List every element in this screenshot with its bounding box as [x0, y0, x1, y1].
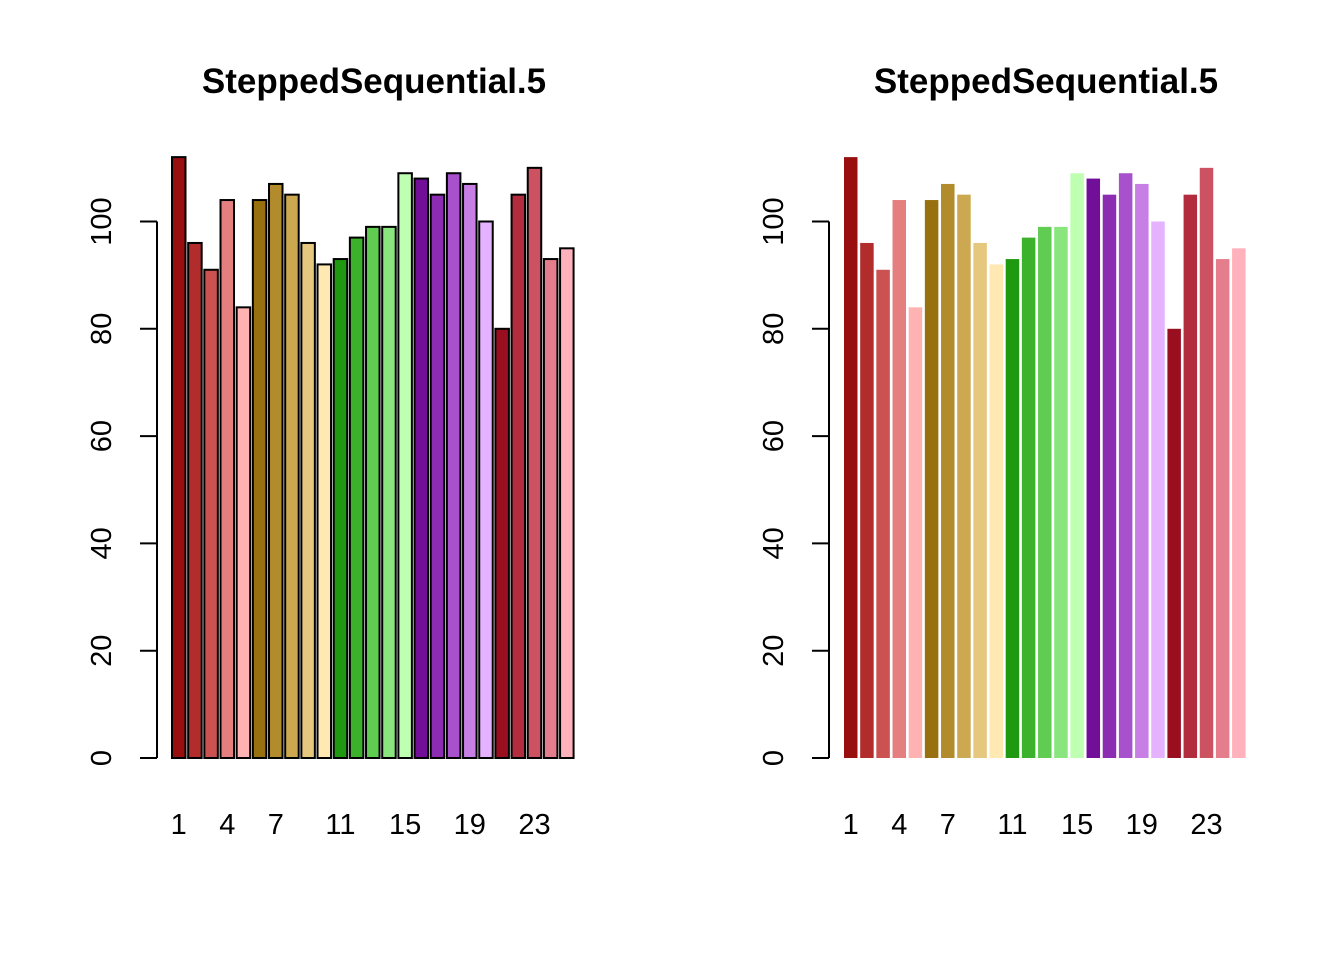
x-tick-label-right-15: 15 [1061, 809, 1093, 841]
x-tick-labels-right: 1 4 7 11 15 19 23 [843, 809, 1223, 841]
y-tick-label-right-100: 100 [758, 197, 790, 245]
bar-left-13 [365, 225, 381, 759]
bar-left-8 [284, 193, 300, 760]
bar-left-9 [300, 241, 316, 759]
bar-right-10 [989, 264, 1004, 758]
bar-left-4 [219, 199, 236, 760]
bar-left-16 [413, 177, 430, 759]
y-tick-label-left-40: 40 [86, 527, 118, 559]
bar-right-5 [908, 307, 923, 758]
y-axis-left: 0 20 40 60 80 100 [86, 197, 158, 766]
x-tick-label-left-1: 1 [171, 809, 187, 841]
bar-right-1 [844, 157, 858, 758]
bar-right-6 [924, 200, 939, 759]
bar-left-17 [429, 193, 446, 760]
bar-left-12 [348, 236, 365, 760]
bar-left-21 [494, 327, 510, 759]
bar-left-1 [171, 156, 187, 759]
bar-right-25 [1232, 248, 1246, 758]
y-tick-label-right-60: 60 [758, 420, 790, 452]
x-tick-label-left-19: 19 [454, 809, 486, 841]
bar-left-6 [251, 199, 268, 760]
bar-right-7 [941, 183, 955, 758]
y-tick-label-right-0: 0 [758, 750, 790, 766]
x-tick-label-right-1: 1 [843, 809, 859, 841]
y-tick-label-right-80: 80 [758, 313, 790, 345]
x-tick-label-left-4: 4 [219, 809, 235, 841]
bar-right-17 [1102, 194, 1117, 759]
bar-right-20 [1151, 221, 1165, 758]
bar-left-14 [381, 225, 397, 759]
bar-left-7 [268, 182, 284, 759]
bar-right-23 [1199, 167, 1214, 759]
bar-left-19 [462, 182, 478, 759]
y-tick-label-left-0: 0 [86, 750, 118, 766]
x-tick-label-right-23: 23 [1190, 809, 1222, 841]
x-tick-labels-left: 1 4 7 11 15 19 23 [171, 809, 551, 841]
bar-left-5 [235, 306, 252, 759]
bar-group-right [844, 157, 1246, 759]
y-tick-label-left-80: 80 [86, 313, 118, 345]
bar-right-21 [1167, 328, 1181, 758]
bar-right-14 [1054, 226, 1068, 758]
x-tick-label-left-23: 23 [518, 809, 550, 841]
chart-title-right: SteppedSequential.5 [874, 62, 1218, 101]
bar-left-3 [203, 268, 219, 759]
bar-left-20 [478, 220, 494, 759]
bar-right-18 [1118, 173, 1133, 759]
x-tick-label-right-7: 7 [940, 809, 956, 841]
bar-right-13 [1038, 226, 1052, 758]
bar-left-15 [397, 172, 413, 760]
y-tick-label-left-100: 100 [86, 197, 118, 245]
y-tick-label-left-60: 60 [86, 420, 118, 452]
x-tick-label-left-7: 7 [268, 809, 284, 841]
bar-right-4 [892, 200, 907, 759]
y-tick-label-right-40: 40 [758, 527, 790, 559]
x-tick-label-left-15: 15 [389, 809, 421, 841]
bar-right-12 [1021, 237, 1036, 759]
x-tick-label-right-4: 4 [891, 809, 907, 841]
x-tick-label-right-11: 11 [997, 809, 1027, 841]
bar-right-3 [876, 269, 890, 758]
bar-group-left [171, 156, 575, 760]
bar-right-24 [1215, 259, 1230, 758]
bar-right-8 [957, 194, 971, 759]
chart-title-left: SteppedSequential.5 [202, 62, 546, 101]
bar-right-19 [1135, 183, 1149, 758]
bar-left-25 [559, 247, 575, 759]
bar-right-16 [1086, 178, 1101, 758]
bar-left-11 [332, 258, 349, 759]
bar-right-9 [973, 242, 987, 758]
bar-left-18 [445, 172, 462, 760]
bar-left-24 [542, 258, 559, 759]
chart-panel-right: SteppedSequential.5 0 20 40 60 80 100 1 4 7 11 15… [758, 62, 1246, 841]
bar-right-11 [1005, 259, 1020, 758]
bar-right-22 [1183, 194, 1198, 759]
chart-panel-left: SteppedSequential.5 0 20 40 60 80 100 1 4 7 11 15… [86, 62, 575, 841]
x-tick-label-left-11: 11 [325, 809, 355, 841]
bar-right-15 [1070, 173, 1084, 759]
y-axis-right: 0 20 40 60 80 100 [758, 197, 830, 766]
bar-left-22 [510, 193, 527, 760]
x-tick-label-right-19: 19 [1126, 809, 1158, 841]
bar-left-10 [316, 263, 333, 759]
y-tick-label-right-20: 20 [758, 635, 790, 667]
bar-left-23 [526, 166, 543, 760]
bar-right-2 [860, 242, 874, 758]
y-tick-label-left-20: 20 [86, 635, 118, 667]
bar-left-2 [187, 241, 203, 759]
